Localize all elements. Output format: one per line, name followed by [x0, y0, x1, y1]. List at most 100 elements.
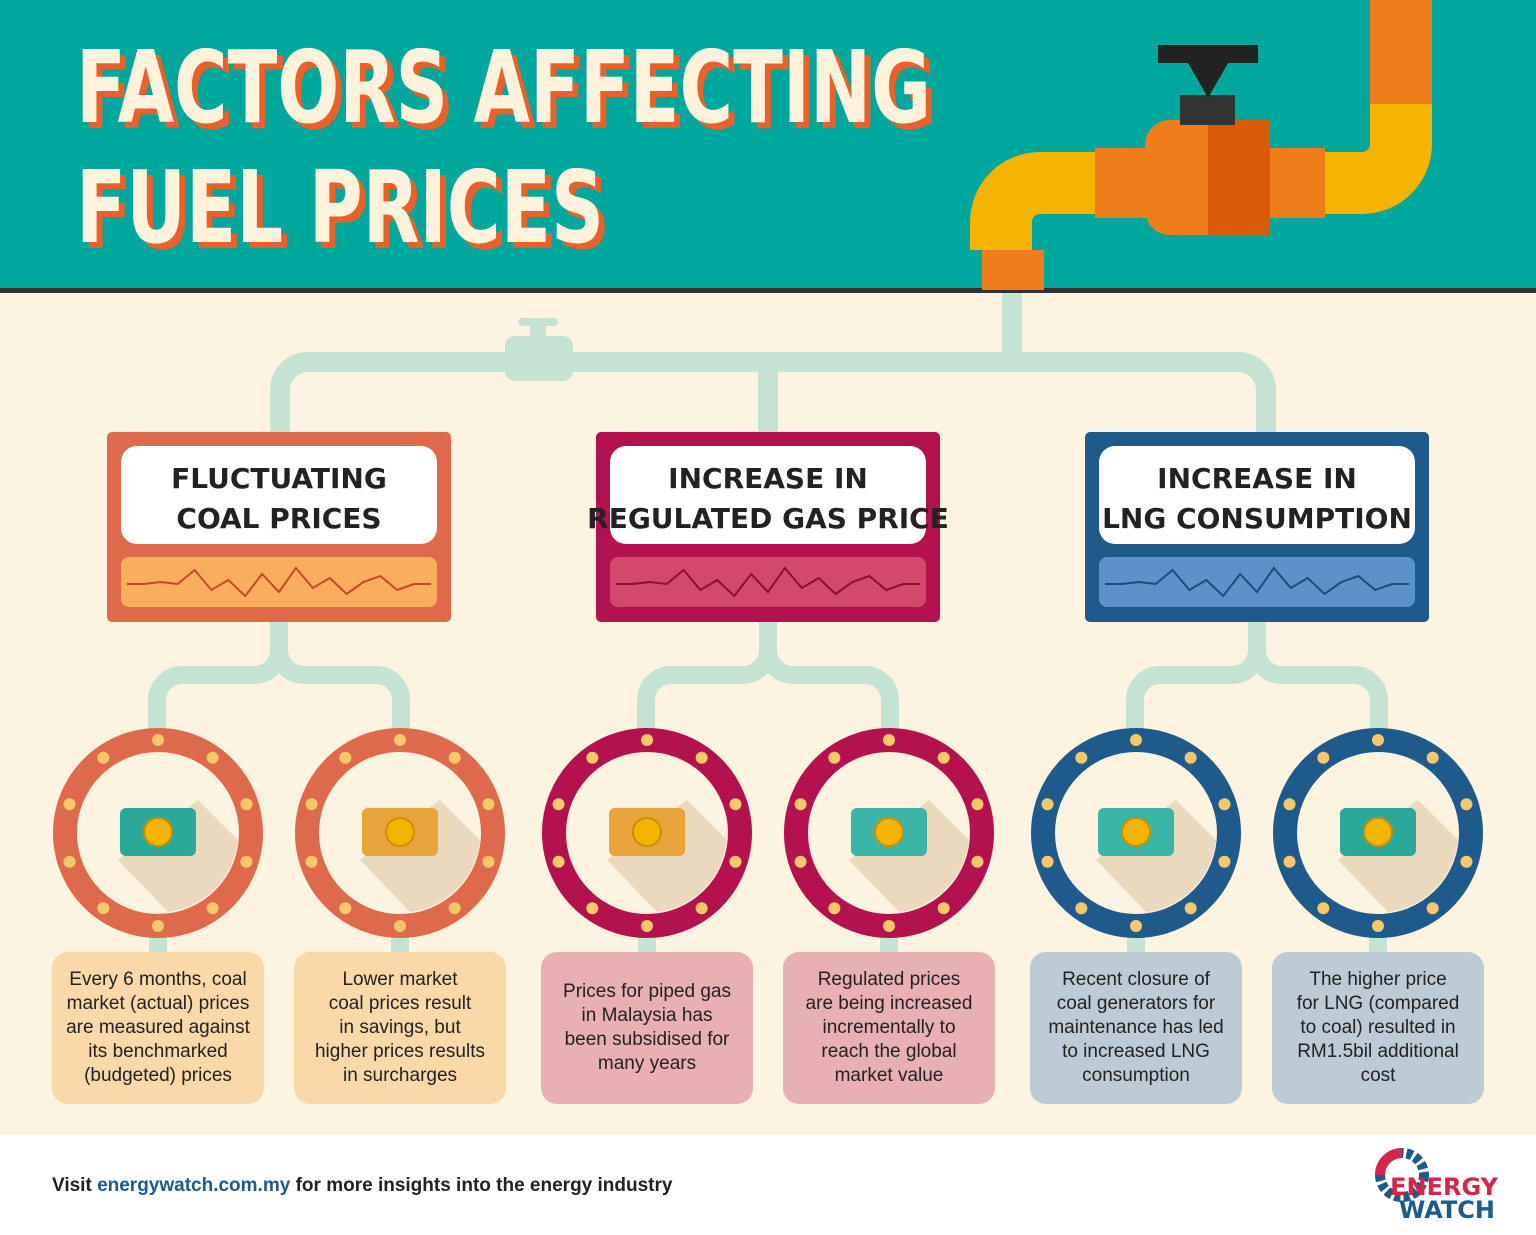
pipe-illustration — [970, 0, 1432, 290]
ring-bolt — [482, 798, 495, 811]
icon-accent — [1363, 817, 1393, 847]
ring-bolt — [305, 855, 318, 868]
connector-pipe — [637, 620, 899, 960]
title-line: FUEL PRICES — [76, 149, 604, 266]
ring-bolt — [240, 855, 253, 868]
ring-bolt — [828, 751, 841, 764]
factor-group: INCREASE IN LNG CONSUMPTION Recent closure… — [1030, 432, 1484, 1104]
detail-text: coal generators for — [1057, 993, 1216, 1014]
factor-band — [1099, 557, 1415, 607]
ring-bolt — [305, 798, 318, 811]
factor-title-box — [610, 446, 926, 544]
ring-bolt — [552, 798, 565, 811]
ring-bolt — [1460, 798, 1473, 811]
detail-text: incrementally to — [822, 1017, 955, 1038]
ring-bolt — [729, 855, 742, 868]
ring-bolt — [206, 751, 219, 764]
ring-bolt — [1426, 902, 1439, 915]
footer-band — [0, 1135, 1536, 1235]
ring-bolt — [482, 855, 495, 868]
logo-line: WATCH — [1399, 1196, 1495, 1224]
detail-box — [1030, 952, 1242, 1104]
ring-bolt — [1460, 855, 1473, 868]
ring-bolt — [1130, 734, 1142, 746]
logo-line: ENERGY — [1390, 1173, 1499, 1201]
footer-link[interactable]: energywatch.com.my — [97, 1175, 291, 1196]
factor-title: COAL PRICES — [176, 502, 381, 535]
factor-band — [121, 557, 437, 607]
icon-accent — [385, 817, 415, 847]
ring-bolt — [937, 751, 950, 764]
ring-bolt — [586, 902, 599, 915]
ring-bolt — [794, 798, 807, 811]
detail-text: cost — [1361, 1065, 1397, 1086]
factor-wave — [1105, 566, 1409, 598]
connector-pipes — [270, 293, 1276, 442]
ring-bolt — [206, 902, 219, 915]
connector-pipe — [148, 620, 410, 960]
ring-bolt — [729, 798, 742, 811]
ring-bolt — [641, 920, 653, 932]
detail-box — [783, 952, 995, 1104]
ring-bolt — [695, 751, 708, 764]
ring-bolt — [1075, 751, 1088, 764]
factor-group: INCREASE IN REGULATED GAS PRICE Prices for… — [541, 432, 995, 1104]
detail-text: in savings, but — [339, 1017, 461, 1038]
ring-bolt — [1075, 902, 1088, 915]
detail-text: Lower market — [342, 969, 458, 990]
ring-bolt — [1372, 920, 1384, 932]
ring-bolt — [586, 751, 599, 764]
ring-bolt — [883, 920, 895, 932]
detail-text: are being increased — [806, 993, 973, 1014]
ring-bolt — [1317, 751, 1330, 764]
detail-text: market (actual) prices — [67, 993, 250, 1014]
factor-title-box — [1099, 446, 1415, 544]
detail-text: maintenance has led — [1048, 1017, 1223, 1038]
factor-groups: FLUCTUATING COAL PRICES Every 6 months, co… — [52, 432, 1484, 1104]
ring-bolt — [552, 855, 565, 868]
ring-bolt — [883, 734, 895, 746]
icon-accent — [874, 817, 904, 847]
ring-bolt — [1184, 902, 1197, 915]
ring-bolt — [152, 734, 164, 746]
footer-text: Visit energywatch.com.my for more insigh… — [52, 1175, 673, 1196]
valve — [505, 318, 573, 381]
factor-wave — [127, 566, 431, 598]
detail-text: The higher price — [1309, 969, 1446, 990]
factor-title: LNG CONSUMPTION — [1102, 502, 1412, 535]
detail-text: in Malaysia has — [582, 1005, 713, 1026]
ring-bolt — [394, 920, 406, 932]
ring-bolt — [1218, 798, 1231, 811]
ring-bolt — [448, 751, 461, 764]
ring-bolt — [937, 902, 950, 915]
title-shadow: FACTORS AFFECTING — [82, 35, 937, 152]
ring-bolt — [1130, 920, 1142, 932]
detail-text: in surcharges — [343, 1065, 457, 1086]
detail-text: are measured against — [66, 1017, 250, 1038]
logo-mark — [1375, 1148, 1429, 1202]
detail-box — [1272, 952, 1484, 1104]
ring-bolt — [794, 855, 807, 868]
factor-group: FLUCTUATING COAL PRICES Every 6 months, co… — [52, 432, 506, 1104]
ring-bolt — [1218, 855, 1231, 868]
ring-bolt — [339, 751, 352, 764]
factor-title: REGULATED GAS PRICE — [587, 502, 949, 535]
ring-bolt — [240, 798, 253, 811]
detail-text: coal prices result — [329, 993, 472, 1014]
detail-text: to increased LNG — [1062, 1041, 1210, 1062]
factor-title: INCREASE IN — [668, 462, 868, 495]
title-shadow: FUEL PRICES — [82, 155, 610, 272]
detail-text: Regulated prices — [818, 969, 961, 990]
detail-text: to coal) resulted in — [1300, 1017, 1455, 1038]
icon-accent — [1121, 817, 1151, 847]
ring-bolt — [1372, 734, 1384, 746]
detail-text: been subsidised for — [565, 1029, 730, 1050]
detail-box — [294, 952, 506, 1104]
header-rule — [0, 288, 1536, 293]
ring-bolt — [63, 855, 76, 868]
ring-bolt — [97, 902, 110, 915]
ring-bolt — [1184, 751, 1197, 764]
detail-text: market value — [835, 1065, 944, 1086]
factor-band — [610, 557, 926, 607]
